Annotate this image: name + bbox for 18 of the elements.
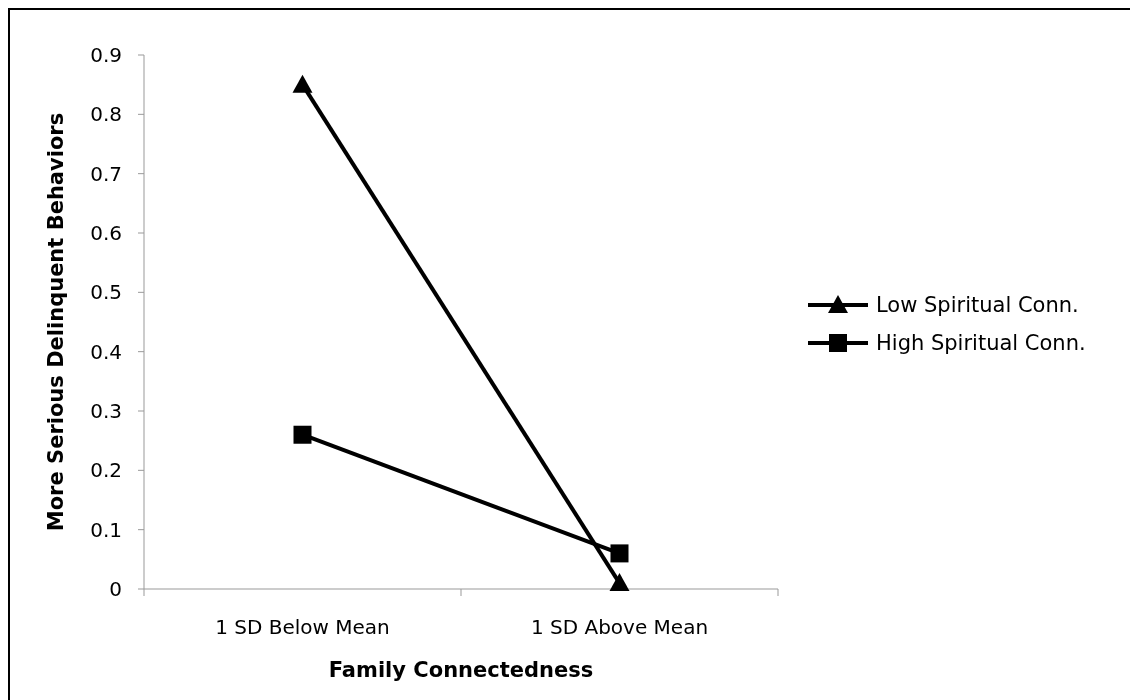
y-tick-label: 0.8 <box>90 102 122 127</box>
y-tick-label: 0.4 <box>90 339 122 364</box>
y-tick-label: 0.3 <box>90 399 122 423</box>
point <box>610 544 629 563</box>
x-axis-title: Family Connectedness <box>328 658 594 682</box>
y-tick-label: 0.7 <box>90 161 122 186</box>
y-tick-label: 0.6 <box>90 221 122 245</box>
legend-label: Low Spiritual Conn. <box>876 293 1079 317</box>
y-tick-label: 0.9 <box>90 43 122 67</box>
point <box>293 425 312 444</box>
y-tick-label: 0.2 <box>90 458 122 483</box>
legend-label: High Spiritual Conn. <box>876 331 1086 355</box>
y-axis-title: More Serious Delinquent Behaviors <box>44 112 68 532</box>
x-tick-label: 1 SD Above Mean <box>530 615 709 639</box>
y-tick-label: 0.5 <box>90 280 122 305</box>
y-tick-label: 0 <box>109 577 122 601</box>
y-tick-label: 0.1 <box>90 517 122 542</box>
x-tick-label: 1 SD Below Mean <box>215 615 390 639</box>
